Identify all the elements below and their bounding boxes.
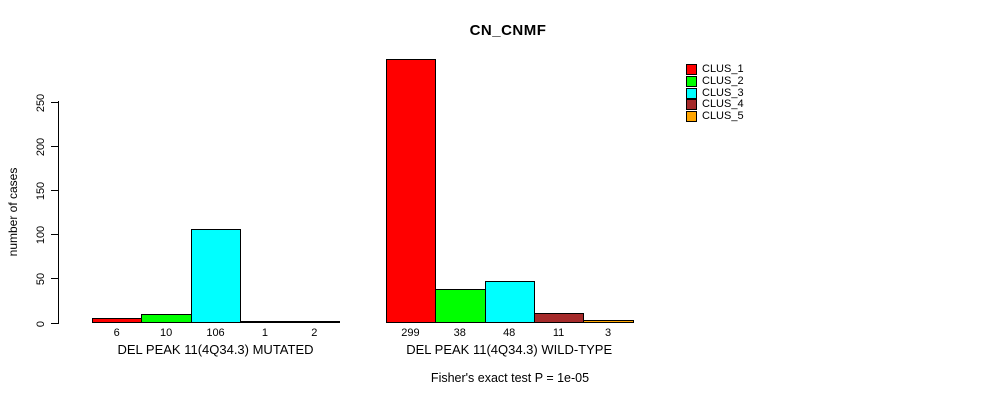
bar-count-label: 6 <box>113 327 120 339</box>
y-axis-label: number of cases <box>6 167 20 257</box>
y-tick-mark <box>51 146 58 147</box>
bar-clus_2 <box>141 314 192 323</box>
y-tick-mark <box>51 278 58 279</box>
y-tick-label: 200 <box>35 137 47 156</box>
y-axis-line <box>58 101 59 324</box>
legend-label: CLUS_4 <box>702 98 744 111</box>
bar-count-label: 106 <box>206 327 225 339</box>
legend-swatch-icon <box>686 64 697 76</box>
bar-count-label: 2 <box>311 327 318 339</box>
chart-legend: CLUS_1 CLUS_2 CLUS_3 CLUS_4 CLUS_5 <box>686 64 744 123</box>
y-tick-label: 250 <box>35 93 47 112</box>
bar-clus_5 <box>290 321 340 323</box>
bar-clus_1 <box>386 59 436 323</box>
bar-clus_4 <box>240 321 291 323</box>
bar-clus_1 <box>92 318 142 323</box>
bar-clus_3 <box>485 281 535 323</box>
legend-entry-clus_3: CLUS_3 <box>686 87 744 99</box>
bar-count-label: 1 <box>261 327 268 339</box>
legend-label: CLUS_3 <box>702 86 744 99</box>
bar-count-label: 11 <box>552 327 565 339</box>
chart-title: CN_CNMF <box>469 22 547 39</box>
y-tick-mark <box>51 102 58 103</box>
y-tick-mark <box>51 323 58 324</box>
legend-swatch-icon <box>686 76 697 88</box>
legend-entry-clus_1: CLUS_1 <box>686 64 744 76</box>
y-tick-mark <box>51 190 58 191</box>
group-label: DEL PEAK 11(4Q34.3) WILD-TYPE <box>406 342 613 357</box>
legend-entry-clus_5: CLUS_5 <box>686 111 744 123</box>
y-tick-label: 0 <box>35 320 47 327</box>
legend-swatch-icon <box>686 87 697 99</box>
bar-clus_4 <box>534 313 584 323</box>
y-tick-mark <box>51 234 58 235</box>
legend-swatch-icon <box>686 99 697 111</box>
y-tick-label: 50 <box>35 272 47 285</box>
bar-clus_2 <box>435 289 486 323</box>
bar-count-label: 48 <box>503 327 516 339</box>
legend-entry-clus_2: CLUS_2 <box>686 76 744 88</box>
legend-swatch-icon <box>686 111 697 123</box>
bar-clus_3 <box>191 229 241 323</box>
bar-count-label: 38 <box>453 327 466 339</box>
bar-count-label: 10 <box>159 327 173 339</box>
fisher-test-annotation: Fisher's exact test P = 1e-05 <box>430 371 590 385</box>
legend-label: CLUS_2 <box>702 75 744 88</box>
legend-entry-clus_4: CLUS_4 <box>686 99 744 111</box>
legend-label: CLUS_5 <box>702 110 744 123</box>
bar-count-label: 299 <box>401 327 420 339</box>
y-tick-label: 100 <box>35 225 47 244</box>
bar-clus_5 <box>583 320 634 323</box>
legend-label: CLUS_1 <box>702 63 744 76</box>
y-tick-label: 150 <box>35 181 47 200</box>
group-label: DEL PEAK 11(4Q34.3) MUTATED <box>117 342 314 357</box>
bar-count-label: 3 <box>604 327 612 339</box>
